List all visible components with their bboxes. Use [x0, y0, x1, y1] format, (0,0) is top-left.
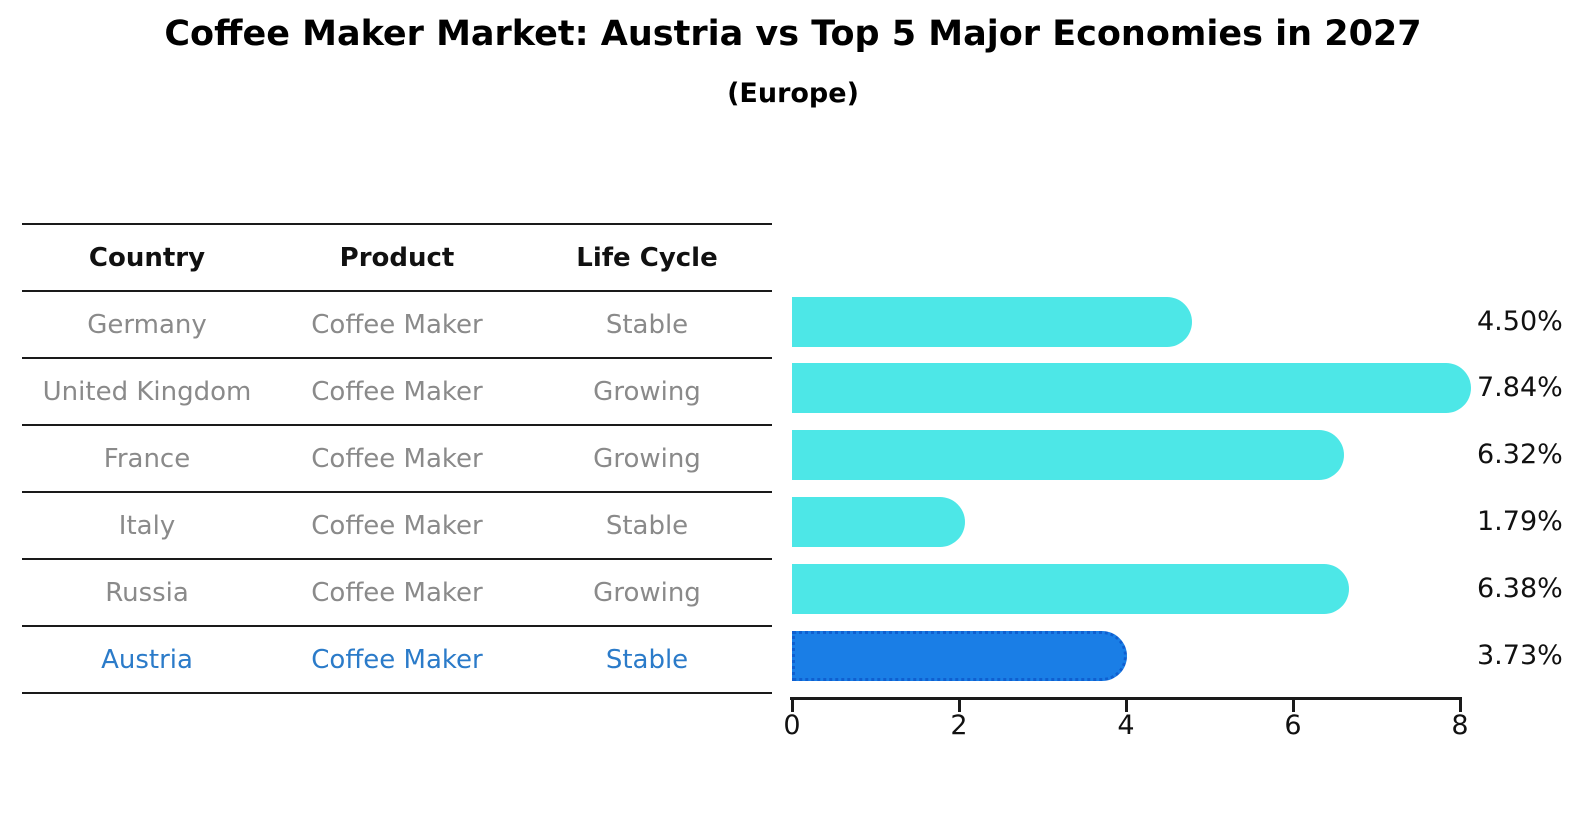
column-header-product: Product [339, 242, 455, 273]
bar-france [792, 430, 1344, 481]
country-table: Country Product Life Cycle Germany Coffe… [22, 223, 772, 694]
x-axis-tick-label: 0 [783, 710, 801, 741]
cell-life-cycle: Growing [593, 577, 701, 608]
bar-russia [792, 564, 1349, 615]
cell-country: France [103, 443, 191, 474]
column-header-life-cycle: Life Cycle [576, 242, 718, 273]
cell-product: Coffee Maker [311, 577, 483, 608]
bar-austria [792, 631, 1128, 681]
page-title: Coffee Maker Market: Austria vs Top 5 Ma… [164, 14, 1422, 54]
table-row-italy: Italy Coffee Maker Stable [22, 493, 772, 560]
x-axis-tick [958, 699, 961, 712]
bar-germany [792, 296, 1192, 347]
x-axis-tick [1459, 699, 1462, 712]
cell-country: Germany [87, 309, 207, 340]
table-row-austria: Austria Coffee Maker Stable [22, 627, 772, 694]
table-row-russia: Russia Coffee Maker Growing [22, 560, 772, 627]
value-label-austria: 3.73% [1477, 640, 1563, 671]
cell-country: Russia [105, 577, 189, 608]
x-axis-tick-label: 4 [1117, 710, 1135, 741]
bar-italy [792, 497, 966, 548]
cell-life-cycle: Stable [605, 309, 689, 340]
x-axis-tick-label: 6 [1284, 710, 1302, 741]
cell-life-cycle: Growing [593, 376, 701, 407]
cell-country: United Kingdom [42, 376, 252, 407]
cell-country: Austria [101, 644, 193, 675]
x-axis-line [790, 697, 1462, 700]
cell-product: Coffee Maker [311, 443, 483, 474]
x-axis-tick [1292, 699, 1295, 712]
x-axis-tick-label: 2 [950, 710, 968, 741]
value-label-russia: 6.38% [1477, 573, 1563, 605]
table-row-united-kingdom: United Kingdom Coffee Maker Growing [22, 359, 772, 426]
cell-product: Coffee Maker [311, 510, 483, 541]
cell-life-cycle: Stable [605, 644, 689, 675]
bar-united-kingdom [792, 363, 1471, 414]
value-label-italy: 1.79% [1477, 506, 1563, 538]
cell-life-cycle: Stable [605, 510, 689, 541]
table-row-france: France Coffee Maker Growing [22, 426, 772, 493]
table-header-row: Country Product Life Cycle [22, 225, 772, 292]
cell-product: Coffee Maker [311, 376, 483, 407]
cell-country: Italy [118, 510, 176, 541]
cell-product: Coffee Maker [311, 309, 483, 340]
value-label-germany: 4.50% [1477, 305, 1563, 337]
value-label-france: 6.32% [1477, 439, 1563, 471]
column-header-country: Country [88, 242, 206, 273]
x-axis-tick [791, 699, 794, 712]
value-label-united-kingdom: 7.84% [1477, 372, 1563, 404]
page-subtitle: (Europe) [727, 78, 859, 109]
x-axis-tick [1125, 699, 1128, 712]
x-axis-tick-label: 8 [1451, 710, 1469, 741]
cell-product: Coffee Maker [311, 644, 483, 675]
cell-life-cycle: Growing [593, 443, 701, 474]
table-row-germany: Germany Coffee Maker Stable [22, 292, 772, 359]
